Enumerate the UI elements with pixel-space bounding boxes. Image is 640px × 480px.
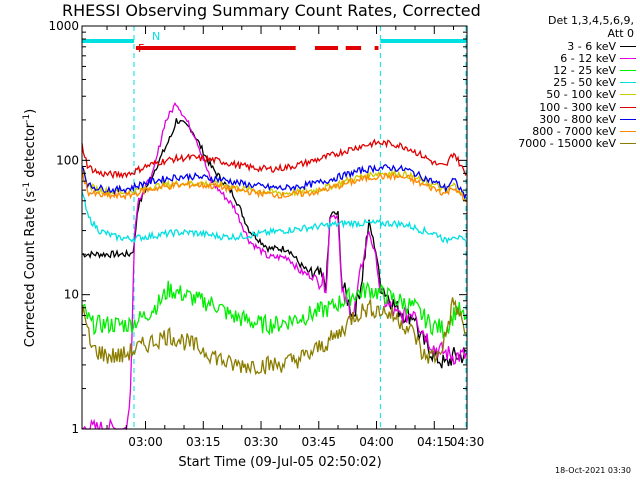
night-flag-label: N	[152, 30, 160, 43]
y-tick-label: 100	[56, 153, 79, 167]
legend-swatch	[620, 143, 636, 145]
x-tick-label: 04:30	[450, 435, 485, 449]
legend-item: 3 - 6 keV	[476, 39, 636, 53]
y-axis-label-part1: Corrected Count Rate (s	[23, 191, 38, 348]
series-line-8	[81, 297, 467, 376]
x-tick-label: 04:00	[359, 435, 394, 449]
legend-item: 300 - 800 keV	[476, 112, 636, 126]
legend-swatch	[620, 57, 636, 59]
x-tick-label: 04:15	[417, 435, 452, 449]
plot-layer	[81, 26, 467, 431]
legend-header-line1: Det 1,3,4,5,6,9,	[547, 14, 634, 27]
x-tick-label: 03:45	[301, 435, 336, 449]
legend-item-label: 3 - 6 keV	[567, 39, 616, 53]
y-tick-label: 10	[64, 288, 79, 302]
axis-layer: 1 10 100 1000 03:00 03:15 03:30 03:45 04:00 04:15…	[48, 19, 484, 449]
y-tick-label: 1	[71, 422, 79, 436]
legend-item-label: 25 - 50 keV	[553, 76, 616, 90]
legend-item: 25 - 50 keV	[476, 76, 636, 90]
y-axis-label: Corrected Count Rate (s-1 detector-1)	[22, 109, 38, 347]
y-axis-label-part2: detector	[23, 122, 38, 182]
legend-item: 100 - 300 keV	[476, 100, 636, 114]
legend-swatch	[620, 130, 636, 132]
legend-swatch	[620, 69, 636, 71]
legend-item-label: 50 - 100 keV	[546, 88, 616, 102]
x-tick-label: 03:15	[186, 435, 221, 449]
y-axis-label-sup2: -1	[22, 114, 32, 123]
legend-item: 800 - 7000 keV	[476, 124, 636, 138]
y-axis-label-part3: )	[23, 109, 38, 114]
plot-frame	[81, 25, 468, 430]
x-tick-label: 03:00	[128, 435, 163, 449]
legend-swatch	[620, 94, 636, 96]
series-line-7	[81, 168, 467, 203]
legend-item: 12 - 25 keV	[476, 63, 636, 77]
legend-header-line2: Att 0	[607, 27, 634, 40]
date-stamp: 18-Oct-2021 03:30	[555, 466, 631, 475]
legend-item: 50 - 100 keV	[476, 88, 636, 102]
legend: 3 - 6 keV 6 - 12 keV 12 - 25 keV 25 - 50 ke…	[476, 40, 636, 150]
legend-item: 7000 - 15000 keV	[476, 137, 636, 151]
legend-item-label: 7000 - 15000 keV	[518, 137, 616, 151]
legend-item-label: 100 - 300 keV	[539, 100, 616, 114]
legend-header: Det 1,3,4,5,6,9, Att 0	[506, 14, 634, 40]
legend-swatch	[620, 45, 636, 47]
legend-item: 6 - 12 keV	[476, 51, 636, 65]
series-line-2	[81, 280, 467, 339]
series-line-3	[81, 191, 467, 245]
flare-flag-label: F	[138, 42, 144, 55]
x-tick-label: 03:30	[244, 435, 279, 449]
chart-title: RHESSI Observing Summary Count Rates, Co…	[62, 1, 481, 20]
y-axis-label-sup1: -1	[22, 182, 32, 191]
legend-item-label: 300 - 800 keV	[539, 112, 616, 126]
legend-swatch	[620, 118, 636, 120]
legend-item-label: 800 - 7000 keV	[532, 124, 616, 138]
legend-swatch	[620, 82, 636, 84]
series-line-5	[81, 138, 467, 180]
y-tick-label: 1000	[48, 19, 79, 33]
series-line-1	[82, 102, 467, 431]
legend-swatch	[620, 106, 636, 108]
series-line-6	[81, 163, 467, 201]
x-axis-label: Start Time (09-Jul-05 02:50:02)	[178, 455, 381, 470]
legend-item-label: 12 - 25 keV	[553, 63, 616, 77]
legend-item-label: 6 - 12 keV	[560, 51, 616, 65]
